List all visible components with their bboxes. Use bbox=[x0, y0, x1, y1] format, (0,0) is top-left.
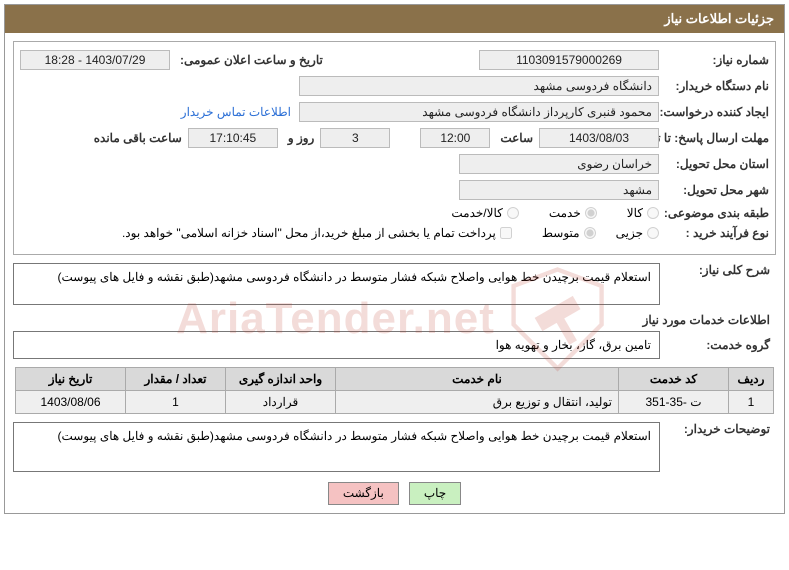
panel-title: جزئیات اطلاعات نیاز bbox=[5, 5, 784, 33]
time-left-label: ساعت باقی مانده bbox=[90, 131, 182, 145]
city-label: شهر محل تحویل: bbox=[659, 183, 769, 197]
row-need-no: شماره نیاز: 1103091579000269 تاریخ و ساع… bbox=[20, 50, 769, 70]
services-table: ردیف کد خدمت نام خدمت واحد اندازه گیری ت… bbox=[15, 367, 774, 414]
col-date: تاریخ نیاز bbox=[16, 368, 126, 391]
col-qty: تعداد / مقدار bbox=[126, 368, 226, 391]
process-partial-text: جزیی bbox=[616, 226, 643, 240]
classify-goods-text: کالا bbox=[627, 206, 643, 220]
buyer-notes-text: استعلام قیمت برچیدن خط هوایی واصلاح شبکه… bbox=[13, 422, 660, 472]
col-name: نام خدمت bbox=[336, 368, 619, 391]
need-no-label: شماره نیاز: bbox=[659, 53, 769, 67]
classify-goods-group: کالا bbox=[627, 206, 659, 220]
svc-group-section: گروه خدمت: تامین برق، گاز، بخار و تهویه … bbox=[13, 331, 770, 359]
classify-both-text: کالا/خدمت bbox=[451, 206, 502, 220]
deadline-label: مهلت ارسال پاسخ: تا تاریخ: bbox=[659, 131, 769, 145]
classify-label: طبقه بندی موضوعی: bbox=[659, 206, 769, 220]
process-label: نوع فرآیند خرید : bbox=[659, 226, 769, 240]
process-medium-group: متوسط bbox=[542, 226, 596, 240]
process-medium-radio bbox=[584, 227, 596, 239]
row-creator: ایجاد کننده درخواست: محمود قنبری کارپردا… bbox=[20, 102, 769, 122]
services-table-wrap: ردیف کد خدمت نام خدمت واحد اندازه گیری ت… bbox=[15, 367, 774, 414]
overview-section: شرح کلی نیاز: استعلام قیمت برچیدن خط هوا… bbox=[13, 263, 770, 305]
svc-group-value: تامین برق، گاز، بخار و تهویه هوا bbox=[13, 331, 660, 359]
creator-value: محمود قنبری کارپرداز دانشگاه فردوسی مشهد bbox=[299, 102, 659, 122]
time-left-value: 17:10:45 bbox=[188, 128, 278, 148]
buyer-notes-section: توضیحات خریدار: استعلام قیمت برچیدن خط ه… bbox=[13, 422, 770, 472]
deadline-date: 1403/08/03 bbox=[539, 128, 659, 148]
table-row: 1 ت -35-351 تولید، انتقال و توزیع برق قر… bbox=[16, 391, 774, 414]
time-label: ساعت bbox=[496, 131, 533, 145]
row-city: شهر محل تحویل: مشهد bbox=[20, 180, 769, 200]
overview-label: شرح کلی نیاز: bbox=[660, 263, 770, 277]
cell-unit: قرارداد bbox=[226, 391, 336, 414]
col-idx: ردیف bbox=[729, 368, 774, 391]
classify-goods-radio bbox=[647, 207, 659, 219]
buyer-org-label: نام دستگاه خریدار: bbox=[659, 79, 769, 93]
row-province: استان محل تحویل: خراسان رضوی bbox=[20, 154, 769, 174]
classify-service-radio bbox=[585, 207, 597, 219]
table-header-row: ردیف کد خدمت نام خدمت واحد اندازه گیری ت… bbox=[16, 368, 774, 391]
details-panel: جزئیات اطلاعات نیاز شماره نیاز: 11030915… bbox=[4, 4, 785, 514]
buyer-contact-link[interactable]: اطلاعات تماس خریدار bbox=[181, 105, 291, 119]
payment-note-group: پرداخت تمام یا بخشی از مبلغ خرید،از محل … bbox=[122, 226, 512, 240]
cell-code: ت -35-351 bbox=[619, 391, 729, 414]
payment-note-text: پرداخت تمام یا بخشی از مبلغ خرید،از محل … bbox=[122, 226, 496, 240]
cell-qty: 1 bbox=[126, 391, 226, 414]
col-unit: واحد اندازه گیری bbox=[226, 368, 336, 391]
back-button[interactable]: بازگشت bbox=[328, 482, 399, 505]
city-value: مشهد bbox=[459, 180, 659, 200]
process-medium-text: متوسط bbox=[542, 226, 580, 240]
buyer-notes-label: توضیحات خریدار: bbox=[660, 422, 770, 436]
overview-text: استعلام قیمت برچیدن خط هوایی واصلاح شبکه… bbox=[13, 263, 660, 305]
classify-both-group: کالا/خدمت bbox=[451, 206, 518, 220]
days-value: 3 bbox=[320, 128, 390, 148]
cell-idx: 1 bbox=[729, 391, 774, 414]
row-process: نوع فرآیند خرید : جزیی متوسط پرداخت تمام… bbox=[20, 226, 769, 240]
deadline-time: 12:00 bbox=[420, 128, 490, 148]
announce-label: تاریخ و ساعت اعلان عمومی: bbox=[176, 53, 323, 67]
svc-group-label: گروه خدمت: bbox=[660, 338, 770, 352]
process-partial-radio bbox=[647, 227, 659, 239]
days-and-label: روز و bbox=[284, 131, 315, 145]
province-label: استان محل تحویل: bbox=[659, 157, 769, 171]
announce-value: 1403/07/29 - 18:28 bbox=[20, 50, 170, 70]
col-code: کد خدمت bbox=[619, 368, 729, 391]
row-buyer-org: نام دستگاه خریدار: دانشگاه فردوسی مشهد bbox=[20, 76, 769, 96]
buyer-org-value: دانشگاه فردوسی مشهد bbox=[299, 76, 659, 96]
button-row: چاپ بازگشت bbox=[5, 482, 784, 505]
payment-checkbox bbox=[500, 227, 512, 239]
classify-service-text: خدمت bbox=[549, 206, 581, 220]
creator-label: ایجاد کننده درخواست: bbox=[659, 105, 769, 119]
province-value: خراسان رضوی bbox=[459, 154, 659, 174]
form-box: شماره نیاز: 1103091579000269 تاریخ و ساع… bbox=[13, 41, 776, 255]
need-no-value: 1103091579000269 bbox=[479, 50, 659, 70]
classify-both-radio bbox=[507, 207, 519, 219]
classify-service-group: خدمت bbox=[549, 206, 597, 220]
cell-name: تولید، انتقال و توزیع برق bbox=[336, 391, 619, 414]
print-button[interactable]: چاپ bbox=[409, 482, 461, 505]
process-partial-group: جزیی bbox=[616, 226, 659, 240]
cell-date: 1403/08/06 bbox=[16, 391, 126, 414]
svc-info-title: اطلاعات خدمات مورد نیاز bbox=[5, 313, 770, 327]
row-deadline: مهلت ارسال پاسخ: تا تاریخ: 1403/08/03 سا… bbox=[20, 128, 769, 148]
row-classify: طبقه بندی موضوعی: کالا خدمت کالا/خدمت bbox=[20, 206, 769, 220]
